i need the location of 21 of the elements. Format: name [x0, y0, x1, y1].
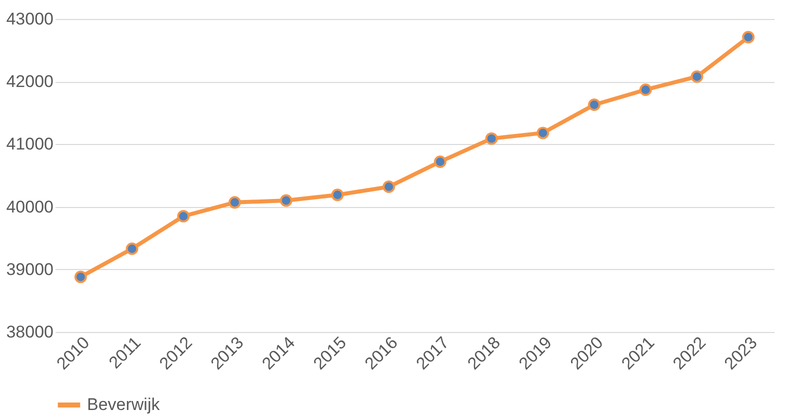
point: [434, 155, 446, 168]
y-tick-label: 39000: [6, 260, 54, 279]
point: [331, 188, 344, 202]
point: [536, 126, 550, 140]
point: [485, 132, 498, 145]
point: [74, 270, 87, 284]
y-tick-label: 38000: [6, 322, 54, 342]
point: [228, 196, 241, 209]
y-tick-label: 42000: [6, 72, 54, 92]
point: [126, 242, 138, 255]
y-tick-label: 43000: [6, 10, 54, 28]
point: [742, 30, 755, 44]
point: [177, 210, 190, 222]
point: [639, 84, 652, 96]
y-tick-label: 40000: [6, 197, 54, 216]
y-tick-label: 41000: [6, 134, 54, 154]
point: [382, 180, 396, 193]
point: [690, 70, 704, 83]
point: [280, 194, 292, 207]
point: [588, 98, 600, 111]
legend-label: Beverwijk: [87, 395, 160, 414]
